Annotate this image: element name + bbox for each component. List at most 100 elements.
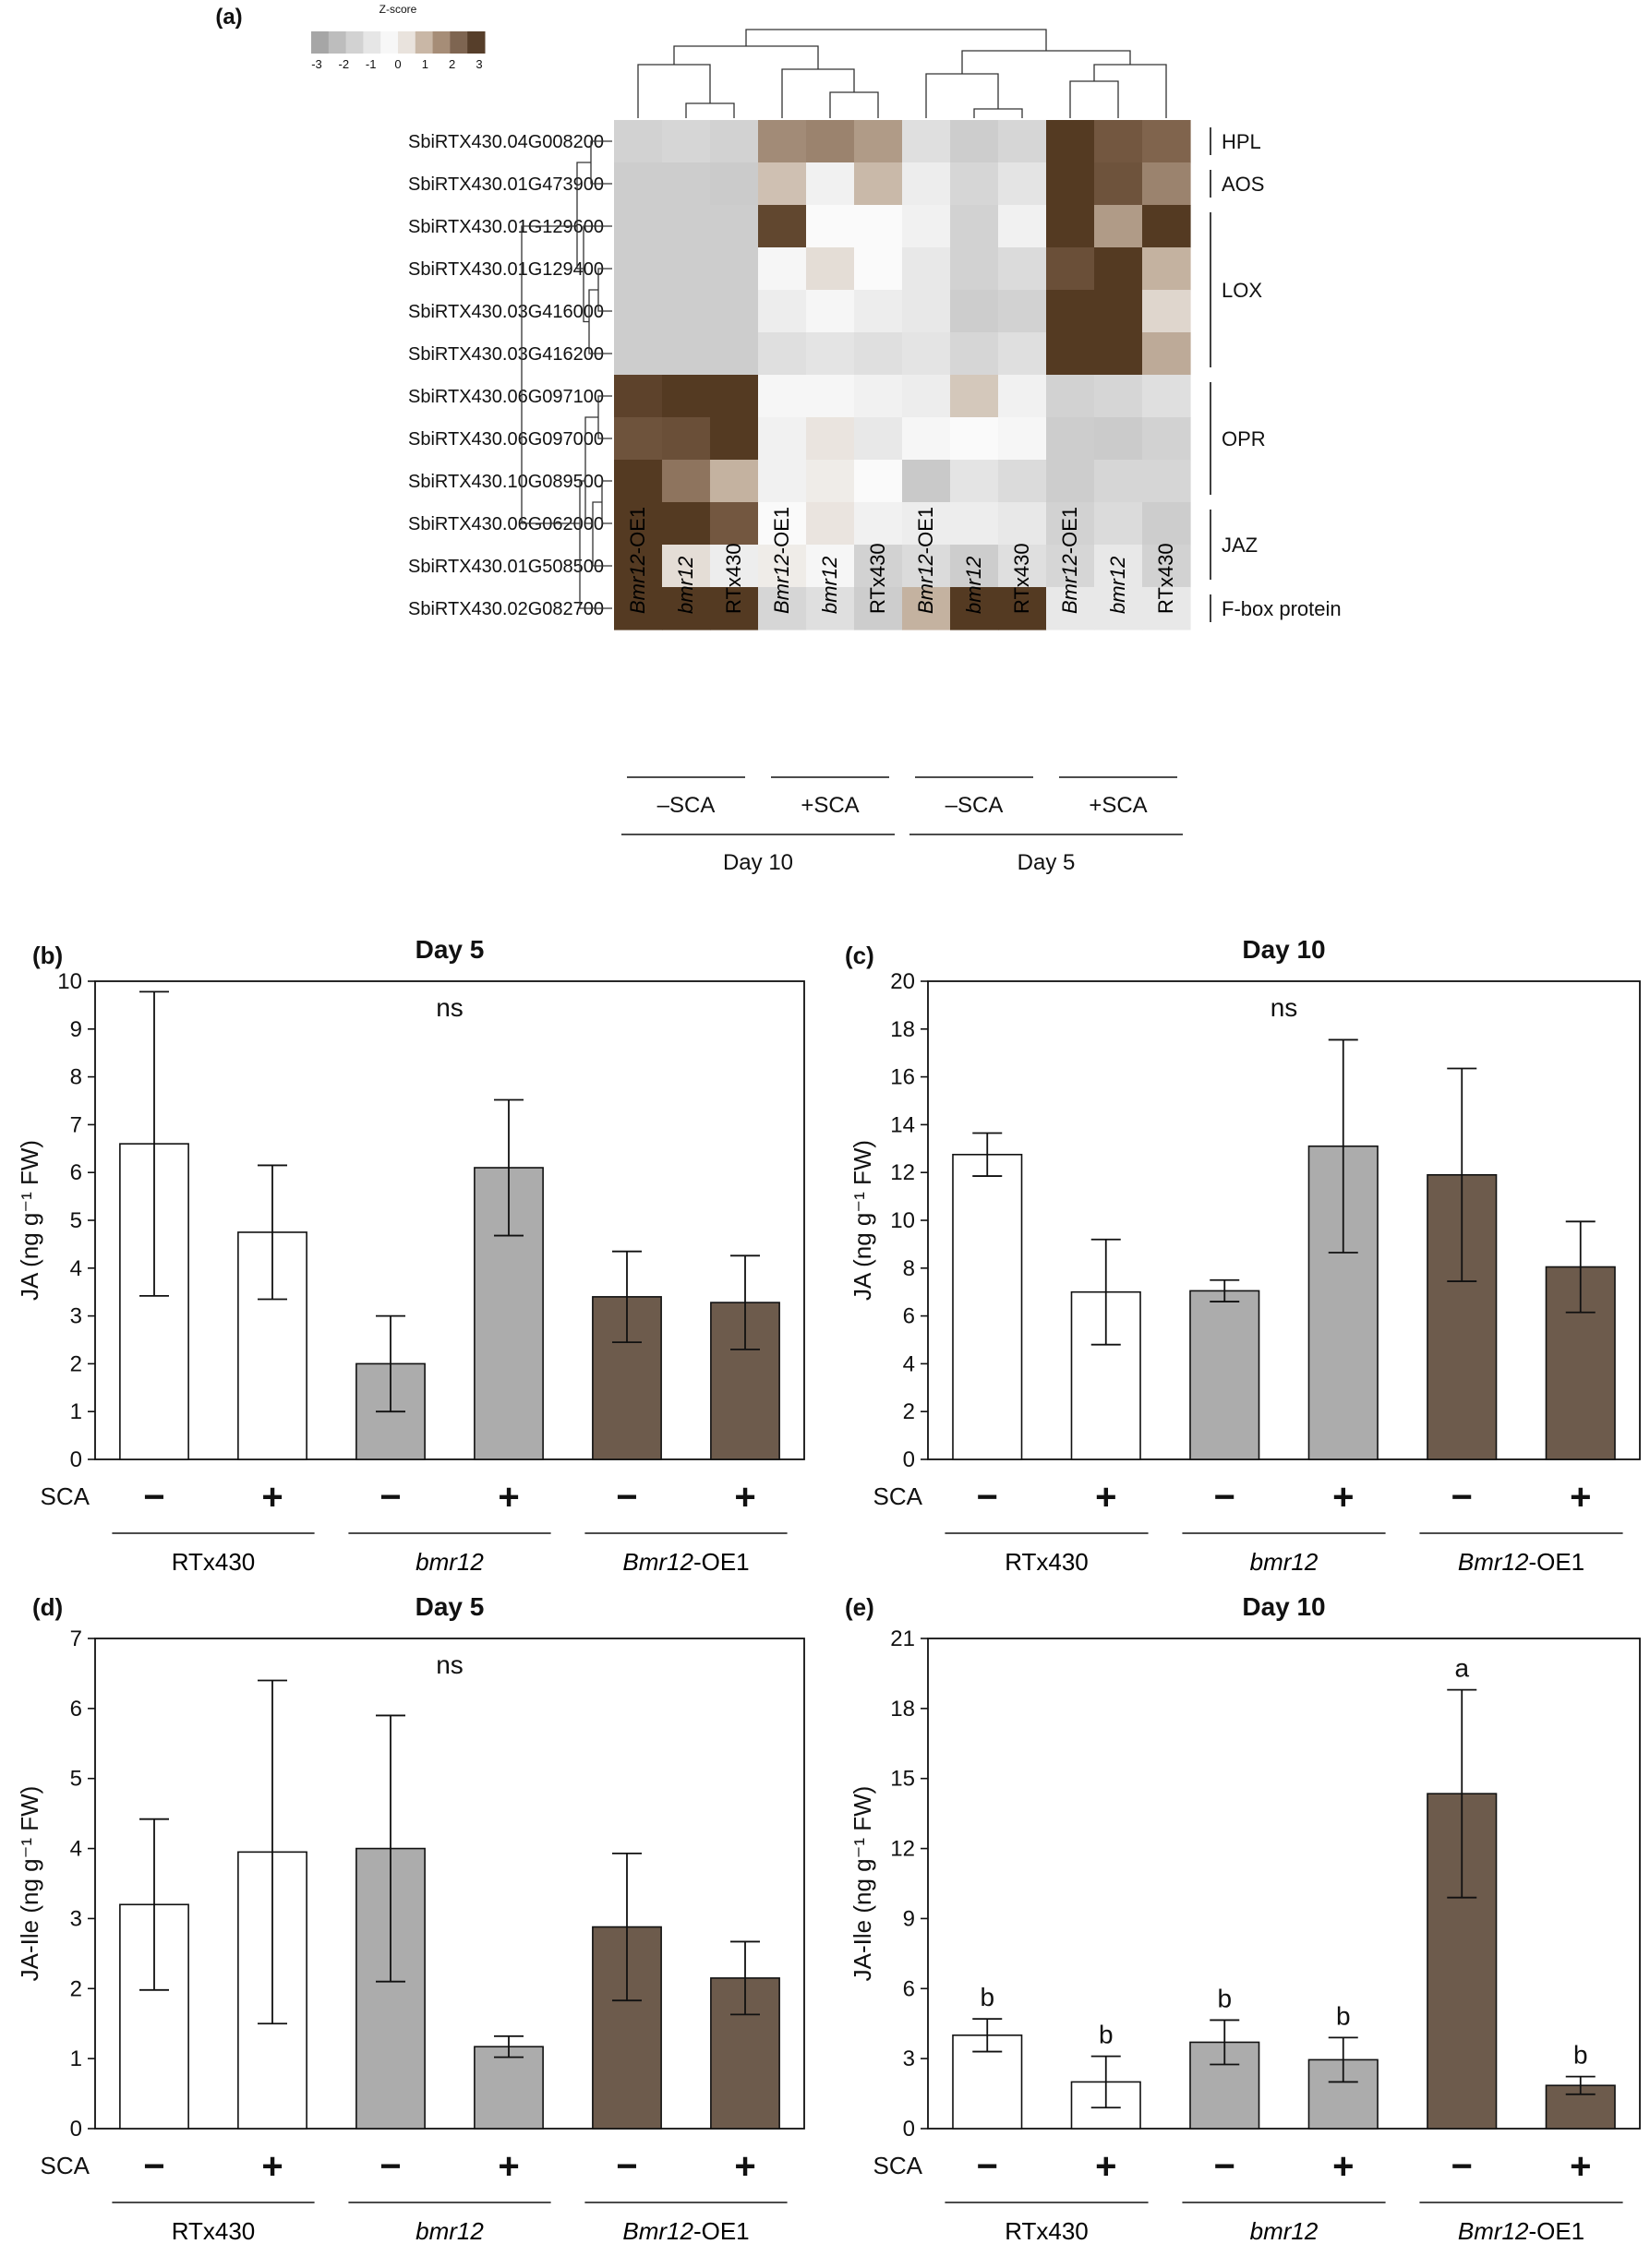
y-tick-label: 20 [890, 969, 915, 994]
heatmap-column-label: Bmr12-OE1 [1058, 507, 1081, 614]
heatmap-cell [614, 375, 663, 418]
y-tick-label: 18 [890, 1697, 915, 1722]
heatmap-cell [806, 417, 855, 461]
label-suffix: RTx430 [1005, 1548, 1089, 1576]
significance-letter: b [1336, 2001, 1351, 2030]
colorbar-title: Z-score [379, 3, 417, 16]
column-dendrogram [829, 91, 879, 118]
column-dendrogram [637, 64, 711, 118]
heatmap-cell [902, 545, 951, 588]
gene-group-label: F-box protein [1222, 597, 1342, 620]
heatmap-cell [1046, 332, 1095, 376]
colorbar-tick-label: -3 [311, 57, 322, 71]
italic-part: Bmr12 [1458, 1548, 1529, 1576]
minus-sign: − [1451, 2146, 1473, 2187]
chart-title: Day 5 [416, 935, 485, 964]
minus-sign: − [977, 1477, 998, 1518]
heatmap-row-label: SbiRTX430.06G062000 [408, 514, 604, 534]
heatmap-cell [758, 460, 807, 503]
significance-annotation: ns [1271, 993, 1298, 1022]
heatmap-cell [950, 162, 999, 206]
heatmap-row-label: SbiRTX430.01G129600 [408, 217, 604, 237]
heatmap-cell [854, 587, 903, 630]
heatmap-cell [950, 417, 999, 461]
minus-sign: − [1214, 2146, 1235, 2187]
y-tick-label: 18 [890, 1017, 915, 1042]
treatment-label: SCA [873, 2152, 923, 2179]
y-tick-label: 6 [70, 1160, 82, 1185]
heatmap-cell [662, 332, 711, 376]
italic-part: bmr12 [674, 557, 697, 614]
label-suffix: RTx430 [1005, 2217, 1089, 2245]
italic-part: bmr12 [416, 1548, 484, 1576]
y-axis-label: JA (ng g⁻¹ FW) [16, 1140, 43, 1301]
heatmap-cell [854, 545, 903, 588]
plus-sign: + [1570, 2146, 1591, 2187]
heatmap-cell [902, 587, 951, 630]
y-tick-label: 5 [70, 1208, 82, 1233]
y-tick-label: 2 [70, 1976, 82, 2001]
gene-group-label: HPL [1222, 130, 1261, 153]
heatmap-cell [998, 375, 1047, 418]
y-tick-label: 7 [70, 1112, 82, 1137]
heatmap-cell [854, 375, 903, 418]
colorbar-tick-label: 3 [476, 57, 482, 71]
heatmap-cell [614, 120, 663, 163]
plus-sign: + [1332, 2146, 1354, 2187]
heatmap-cell [614, 587, 663, 630]
row-dendrogram [584, 416, 598, 524]
label-suffix: -OE1 [1528, 1548, 1584, 1576]
y-tick-label: 1 [70, 2046, 82, 2071]
heatmap-row-label: SbiRTX430.04G008200 [408, 132, 604, 152]
italic-part: bmr12 [1250, 2217, 1319, 2245]
heatmap-cell [1142, 502, 1191, 546]
minus-sign: − [379, 1477, 401, 1518]
italic-part: Bmr12 [622, 2217, 693, 2245]
heatmap-cell [998, 162, 1047, 206]
heatmap-cell [854, 205, 903, 248]
y-tick-label: 9 [903, 1906, 915, 1931]
minus-sign: − [143, 1477, 164, 1518]
y-axis-label: JA (ng g⁻¹ FW) [849, 1140, 876, 1301]
column-group-label: –SCA [945, 793, 1004, 818]
heatmap-column-label: Bmr12-OE1 [914, 507, 937, 614]
heatmap-row-label: SbiRTX430.01G508500 [408, 557, 604, 577]
heatmap-cell [854, 120, 903, 163]
genotype-label: bmr12 [416, 1548, 484, 1576]
y-tick-label: 12 [890, 1837, 915, 1862]
heatmap-cell [854, 460, 903, 503]
heatmap-cell [1094, 247, 1143, 291]
significance-letter: a [1454, 1654, 1469, 1683]
heatmap-cell [1094, 417, 1143, 461]
colorbar-swatch [380, 31, 399, 54]
heatmap-cell [758, 247, 807, 291]
significance-annotation: ns [436, 1650, 464, 1679]
gene-group-label: JAZ [1222, 534, 1258, 557]
heatmap-cell [854, 332, 903, 376]
label-suffix: -OE1 [914, 507, 937, 554]
heatmap-cell [902, 290, 951, 333]
colorbar-swatch [398, 31, 416, 54]
heatmap-cell [614, 162, 663, 206]
heatmap-cell [998, 502, 1047, 546]
heatmap-cell [758, 502, 807, 546]
bar-chart-panel: (c) Day 10 JA (ng g⁻¹ FW) 0 2 4 6 8 10 12 14 16 18 20… [845, 935, 1641, 1576]
panel-label-a: (a) [215, 5, 242, 30]
column-dendrogram [673, 45, 819, 69]
y-tick-label: 5 [70, 1767, 82, 1792]
significance-letter: b [980, 1983, 994, 2011]
plus-sign: + [498, 2146, 519, 2187]
italic-part: bmr12 [962, 557, 985, 614]
plus-sign: + [261, 2146, 283, 2187]
plus-sign: + [1332, 1477, 1354, 1518]
heatmap-cell [1142, 332, 1191, 376]
plot-frame [94, 1638, 805, 2130]
plus-sign: + [1570, 1477, 1591, 1518]
column-dendrogram [925, 73, 999, 118]
heatmap-cell [902, 205, 951, 248]
y-tick-label: 0 [70, 1447, 82, 1472]
italic-part: Bmr12 [914, 554, 937, 614]
panel-label: (c) [845, 942, 874, 969]
heatmap-cell [1046, 587, 1095, 630]
heatmap-cell [998, 205, 1047, 248]
